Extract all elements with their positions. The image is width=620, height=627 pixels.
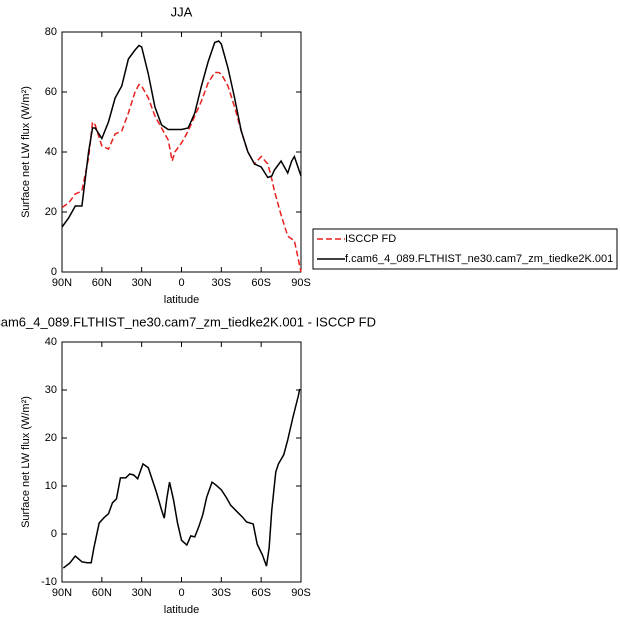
plot-frame: [61, 31, 302, 273]
legend-box: [312, 228, 618, 270]
data-line: [61, 71, 302, 273]
x-tick-label: 60N: [92, 587, 112, 599]
x-tick-label: 60S: [251, 587, 271, 599]
x-tick-label: 90N: [52, 587, 72, 599]
y-tick-label: 40: [45, 336, 57, 348]
y-axis-label: Surface net LW flux (W/m²): [20, 86, 32, 218]
y-tick-label: 80: [45, 26, 57, 38]
y-tick-label: 20: [45, 206, 57, 218]
x-tick-label: 60N: [92, 277, 112, 289]
y-tick-label: -10: [41, 576, 57, 588]
x-tick-label: 90N: [52, 277, 72, 289]
x-tick-label: 60S: [251, 277, 271, 289]
y-tick-label: 20: [45, 432, 57, 444]
y-tick-label: 60: [45, 86, 57, 98]
x-tick-label: 90S: [291, 277, 311, 289]
x-tick-label: 90S: [291, 587, 311, 599]
y-tick-label: 30: [45, 384, 57, 396]
plot-frame: [61, 341, 302, 583]
y-tick-label: 0: [51, 266, 57, 278]
x-axis-label: latitude: [164, 604, 199, 616]
y-axis-label: Surface net LW flux (W/m²): [20, 396, 32, 528]
x-tick-label: 30S: [212, 277, 232, 289]
data-line: [62, 388, 301, 569]
x-tick-label: 0: [178, 277, 184, 289]
x-axis-label: latitude: [164, 294, 199, 306]
legend-label: f.cam6_4_089.FLTHIST_ne30.cam7_zm_tiedke…: [345, 253, 613, 265]
x-tick-label: 0: [178, 587, 184, 599]
y-tick-label: 0: [51, 528, 57, 540]
x-tick-label: 30N: [132, 587, 152, 599]
legend-label: ISCCP FD: [345, 233, 396, 245]
x-tick-label: 30N: [132, 277, 152, 289]
y-tick-label: 40: [45, 146, 57, 158]
y-tick-label: 10: [45, 480, 57, 492]
x-tick-label: 30S: [212, 587, 232, 599]
chart-title: f.cam6_4_089.FLTHIST_ne30.cam7_zm_tiedke…: [0, 314, 376, 329]
chart-title: JJA: [171, 4, 193, 19]
data-line: [61, 40, 302, 228]
